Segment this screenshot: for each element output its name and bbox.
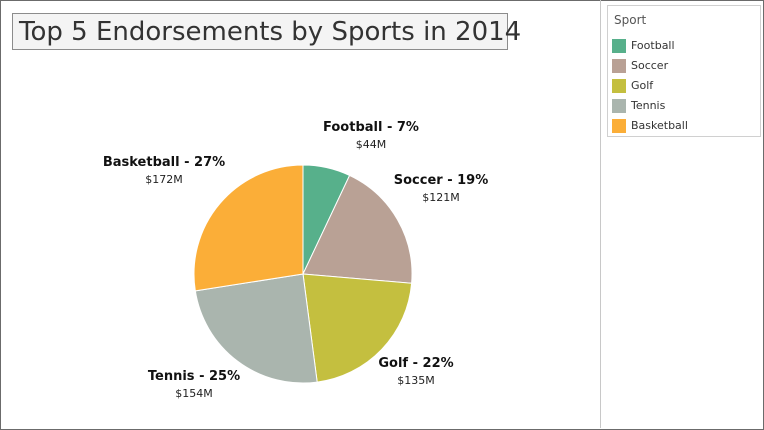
legend-swatch-soccer [612, 59, 626, 73]
legend-item-tennis[interactable]: Tennis [612, 98, 752, 114]
pie-slice-golf[interactable] [302, 273, 413, 383]
slice-value-football: $44M [356, 138, 387, 151]
legend-label-basketball: Basketball [631, 119, 688, 132]
slice-value-golf: $135M [397, 374, 435, 387]
legend: Sport Football Soccer Golf Tennis Basket… [607, 5, 761, 137]
legend-label-tennis: Tennis [631, 99, 666, 112]
slice-label-golf: Golf - 22% [378, 356, 453, 371]
pie-chart: Football - 7% $44M Soccer - 19% $121M Golf -… [103, 120, 489, 400]
slice-value-soccer: $121M [422, 191, 460, 204]
legend-swatch-golf [612, 79, 626, 93]
legend-swatch-tennis [612, 99, 626, 113]
chart-title: Top 5 Endorsements by Sports in 2014 [19, 17, 522, 47]
pie-slice-soccer[interactable] [302, 174, 413, 284]
slice-value-tennis: $154M [175, 387, 213, 400]
title-box: Top 5 Endorsements by Sports in 2014 [12, 13, 521, 50]
slice-label-basketball: Basketball - 27% [103, 155, 225, 170]
pie-slice-tennis[interactable] [194, 273, 318, 384]
slice-label-football: Football - 7% [323, 120, 419, 135]
legend-title: Sport [614, 13, 647, 27]
slice-value-basketball: $172M [145, 173, 183, 186]
legend-label-golf: Golf [631, 79, 654, 92]
panel-divider [600, 0, 601, 428]
legend-item-basketball[interactable]: Basketball [612, 118, 752, 134]
legend-swatch-football [612, 39, 626, 53]
legend-item-soccer[interactable]: Soccer [612, 58, 752, 74]
legend-label-football: Football [631, 39, 675, 52]
legend-item-football[interactable]: Football [612, 38, 752, 54]
legend-swatch-basketball [612, 119, 626, 133]
legend-item-golf[interactable]: Golf [612, 78, 752, 94]
legend-label-soccer: Soccer [631, 59, 669, 72]
slice-label-tennis: Tennis - 25% [148, 369, 240, 384]
pie-slice-basketball[interactable] [193, 164, 304, 292]
slice-label-soccer: Soccer - 19% [394, 173, 489, 188]
